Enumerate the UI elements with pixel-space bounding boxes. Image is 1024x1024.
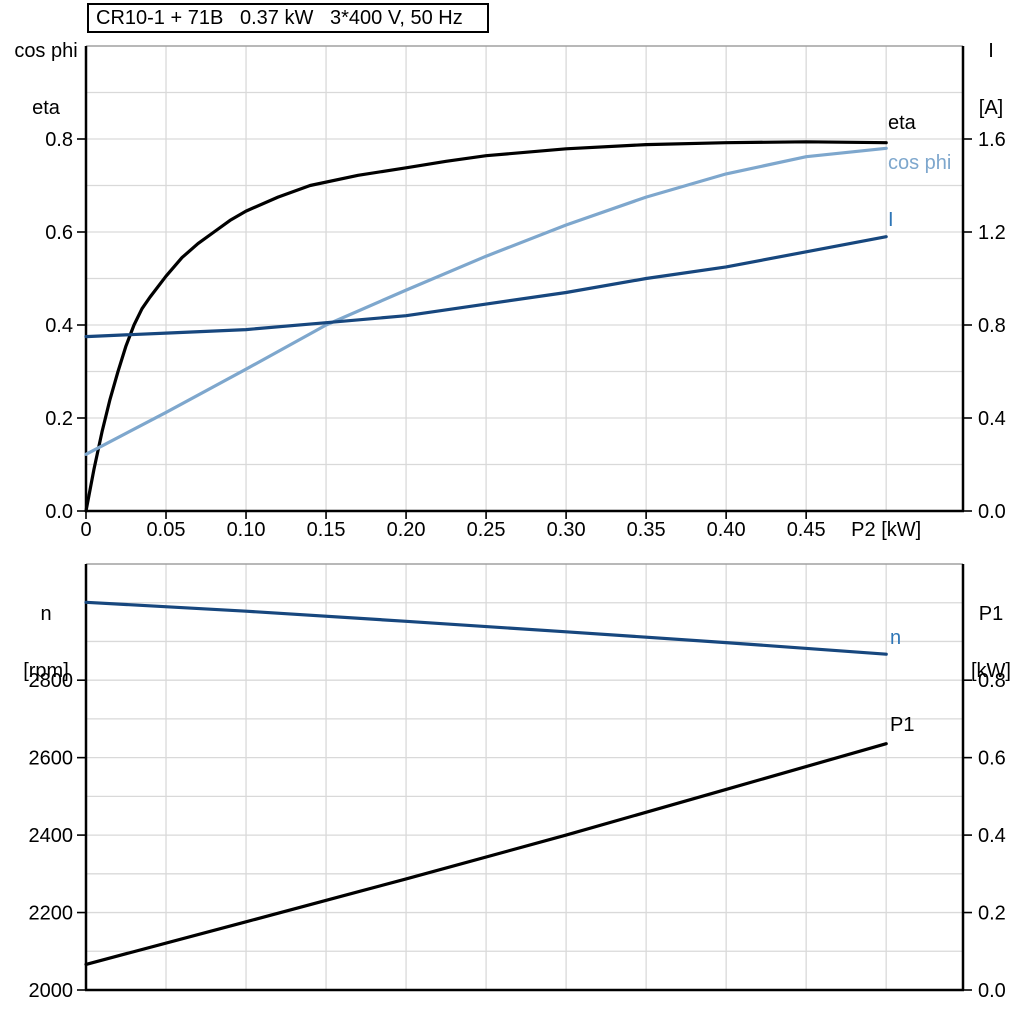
x-tick-label: 0.10 [227, 519, 266, 541]
I-curve-label: I [888, 209, 894, 231]
cos-phi-axis-label: cos phi [14, 40, 78, 62]
bottom-right-axis-title: P1 [kW] [960, 567, 1022, 700]
left-tick-label: 2400 [29, 825, 74, 847]
right-tick-label: 0.6 [978, 748, 1006, 770]
current-axis-label: I [988, 40, 994, 62]
kw-unit-label: [kW] [971, 660, 1011, 682]
x-tick-label: 0.45 [787, 519, 826, 541]
right-tick-label: 0.2 [978, 903, 1006, 925]
P1-curve [84, 742, 888, 967]
x-tick-label: 0.40 [707, 519, 746, 541]
right-tick-label: 0.0 [978, 501, 1006, 523]
ampere-unit-label: [A] [978, 97, 1004, 119]
left-tick-label: 2800 [29, 670, 74, 692]
top-left-axis-title: cos phi eta [6, 4, 86, 137]
x-tick-label: 0.15 [307, 519, 346, 541]
bottom-chart: 2000 2200 2400 2600 2800 0.0 0.2 0.4 0.6 0.8 n P1 [29, 563, 1006, 1002]
chart-title-box: CR10-1 + 71B 0.37 kW 3*400 V, 50 Hz [87, 3, 489, 33]
top-chart: 0.0 0.2 0.4 0.6 0.8 0.0 0.4 0.8 1.2 1.6 0 0.05 0.10 0… [45, 45, 1006, 541]
left-tick-label: 0.0 [45, 501, 73, 523]
speed-axis-label: n [40, 603, 52, 625]
right-tick-label: 1.6 [978, 129, 1006, 151]
cos-phi-curve [84, 146, 888, 456]
n-curve-label: n [890, 627, 901, 649]
right-tick-label: 0.8 [978, 670, 1006, 692]
top-right-axis-title: I [A] [962, 4, 1020, 137]
cos-phi-curve-label: cos phi [888, 152, 951, 174]
x-tick-label: 0.25 [467, 519, 506, 541]
eta-curve [84, 140, 888, 513]
I-curve [84, 235, 888, 339]
right-tick-label: 0.4 [978, 408, 1006, 430]
right-tick-label: 0.4 [978, 825, 1006, 847]
left-tick-label: 0.8 [45, 129, 73, 151]
left-tick-label: 2600 [29, 748, 74, 770]
left-tick-label: 2200 [29, 903, 74, 925]
left-tick-label: 2000 [29, 980, 74, 1002]
x-tick-label: 0.35 [627, 519, 666, 541]
x-tick-label: 0.05 [147, 519, 186, 541]
right-tick-label: 0.8 [978, 315, 1006, 337]
left-tick-label: 0.4 [45, 315, 73, 337]
P1-curve-label: P1 [890, 714, 914, 736]
left-tick-label: 0.2 [45, 408, 73, 430]
right-tick-label: 1.2 [978, 222, 1006, 244]
x-tick-label: 0 [80, 519, 91, 541]
n-curve [84, 600, 888, 656]
right-tick-label: 0.0 [978, 980, 1006, 1002]
eta-axis-label: eta [32, 97, 60, 119]
p1-axis-label: P1 [978, 603, 1004, 625]
x-tick-label: 0.20 [387, 519, 426, 541]
x-tick-label: 0.30 [547, 519, 586, 541]
eta-curve-label: eta [888, 112, 917, 134]
left-tick-label: 0.6 [45, 222, 73, 244]
rpm-unit-label: [rpm] [23, 660, 69, 682]
x-axis-unit-label: P2 [kW] [851, 519, 921, 541]
bottom-left-axis-title: n [rpm] [6, 567, 86, 700]
